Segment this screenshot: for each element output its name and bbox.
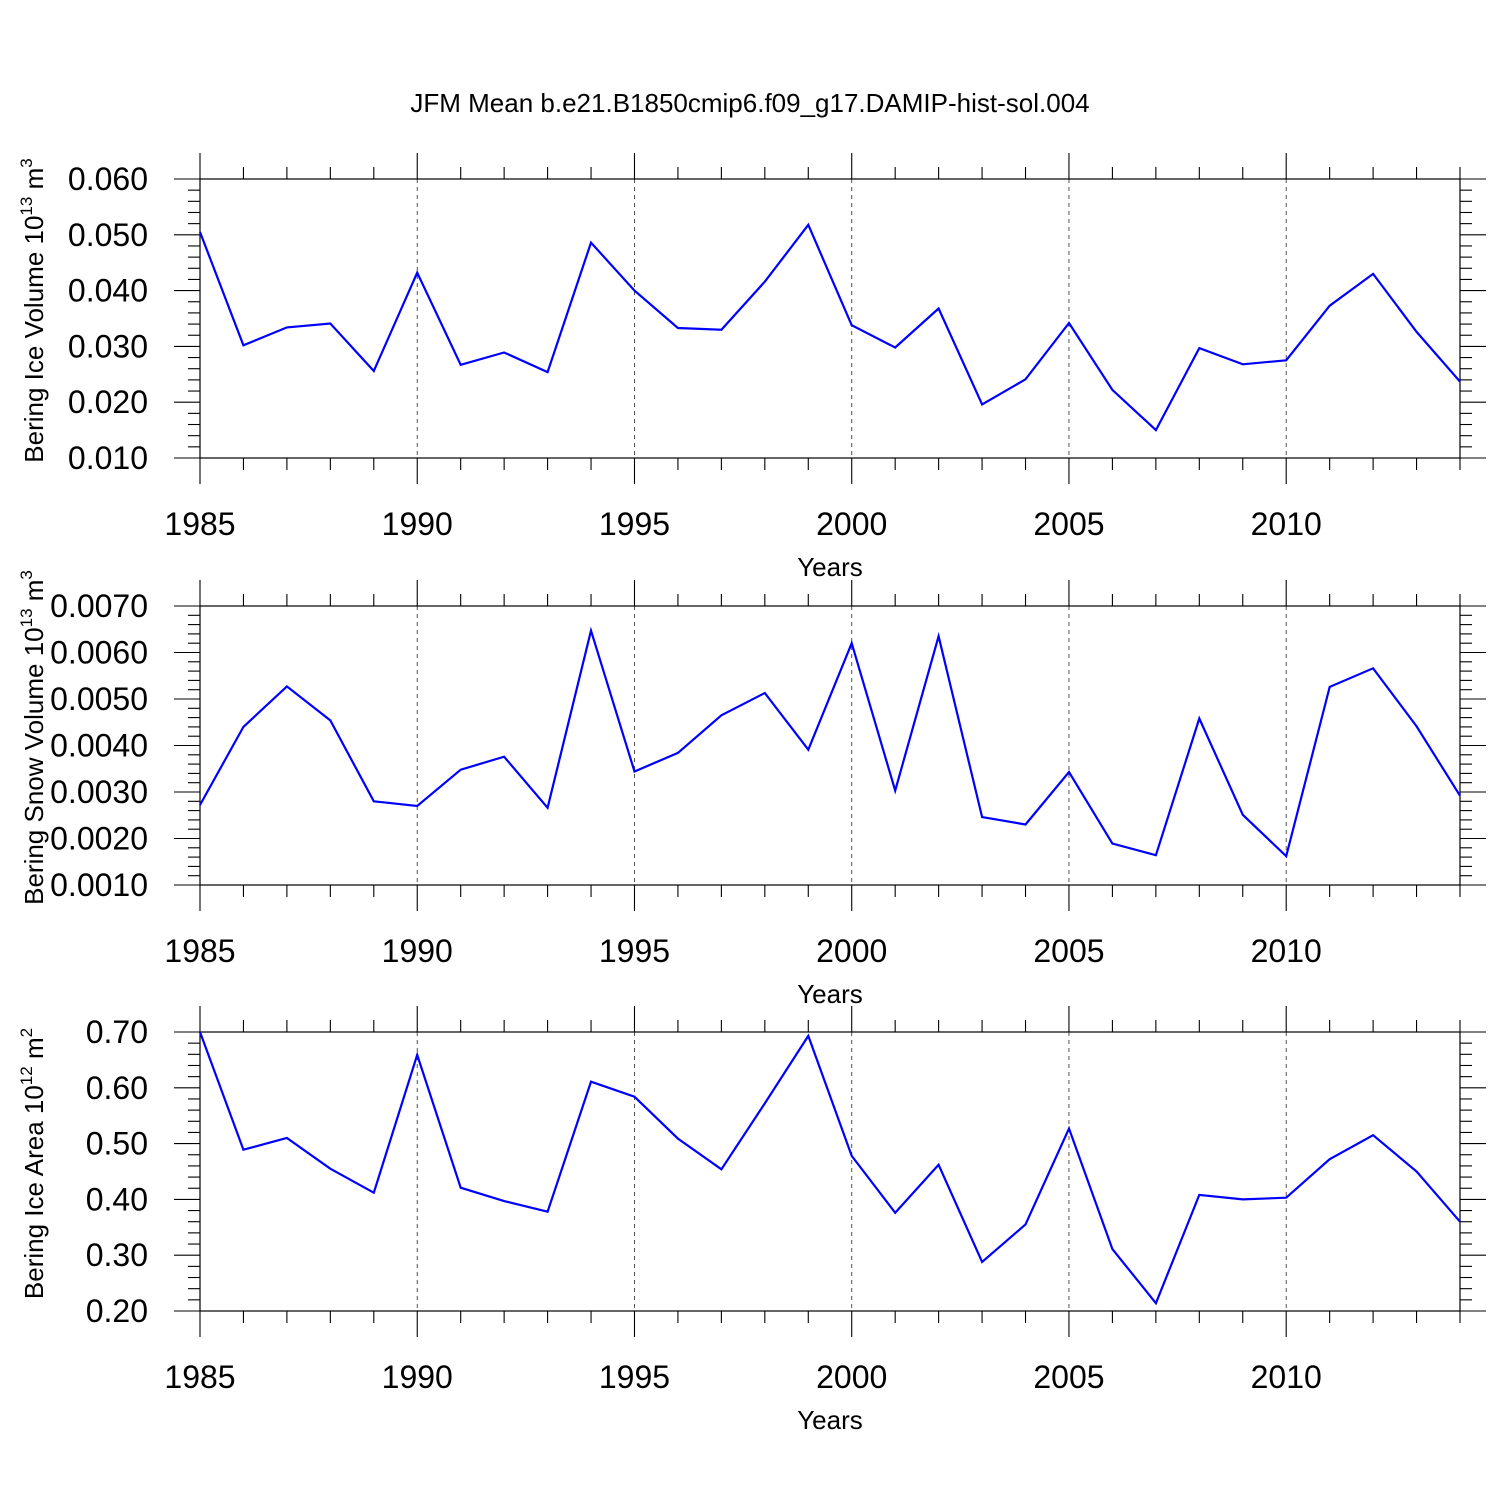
x-tick-label: 1995 — [599, 933, 670, 969]
plot-frame — [199, 1031, 1461, 1312]
x-tick-label: 1985 — [164, 933, 235, 969]
y-axis-label-part: m — [19, 168, 49, 197]
y-axis-label-superscript: 13 — [17, 197, 36, 216]
panels: 0.010 0.020 0.030 0.040 0.050 0.060 1985 1990 19… — [17, 153, 1486, 1435]
data-series-line-1 — [198, 222, 1461, 432]
y-axis-label: Bering Snow Volume 1013 m3 — [17, 570, 49, 905]
y-axis-label-part: Bering Ice Volume 10 — [19, 216, 49, 463]
x-tick-label: 2005 — [1033, 506, 1104, 542]
y-tick-label: 0.010 — [68, 440, 148, 476]
y-axis-label-superscript: 2 — [17, 1028, 36, 1037]
y-tick-label: 0.020 — [68, 384, 148, 420]
y-tick-label: 0.70 — [86, 1014, 148, 1050]
y-tick-label: 0.0020 — [50, 821, 148, 857]
x-tick-label: 1990 — [382, 933, 453, 969]
y-axis-label: Bering Ice Volume 1013 m3 — [17, 158, 49, 462]
y-axis-label-superscript: 13 — [17, 608, 36, 627]
y-tick-label: 0.0030 — [50, 774, 148, 810]
chart-panel-2: 0.0010 0.0020 0.0030 0.0040 0.0050 0.0060 0.00… — [17, 570, 1486, 1009]
y-axis-label-superscript: 12 — [17, 1066, 36, 1085]
y-tick-label: 0.60 — [86, 1070, 148, 1106]
x-tick-label: 1990 — [382, 1359, 453, 1395]
y-tick-label: 0.20 — [86, 1293, 148, 1329]
x-tick-label: 1990 — [382, 506, 453, 542]
x-tick-label: 1995 — [599, 1359, 670, 1395]
y-tick-label: 0.0070 — [50, 588, 148, 624]
y-tick-label: 0.030 — [68, 328, 148, 364]
y-tick-label: 0.040 — [68, 273, 148, 309]
x-tick-label: 2000 — [816, 933, 887, 969]
y-tick-label: 0.30 — [86, 1237, 148, 1273]
chart-panel-3: 0.20 0.30 0.40 0.50 0.60 0.70 1985 1990 1995 2000… — [17, 1006, 1486, 1435]
x-axis-label: Years — [797, 979, 863, 1009]
y-tick-label: 0.050 — [68, 217, 148, 253]
x-tick-label: 2000 — [816, 506, 887, 542]
y-axis-label-part: Bering Snow Volume 10 — [19, 627, 49, 905]
data-series-line-1 — [199, 626, 1461, 859]
y-axis-label-part: Bering Ice Area 10 — [19, 1085, 49, 1299]
y-tick-label: 0.0010 — [50, 867, 148, 903]
y-tick-label: 0.50 — [86, 1126, 148, 1162]
x-tick-label: 2000 — [816, 1359, 887, 1395]
y-tick-label: 0.0050 — [50, 681, 148, 717]
y-tick-label: 0.40 — [86, 1181, 148, 1217]
y-tick-label: 0.0040 — [50, 728, 148, 764]
x-tick-label: 1985 — [164, 1359, 235, 1395]
x-tick-label: 2010 — [1251, 506, 1322, 542]
y-axis-label-part: m — [19, 580, 49, 609]
x-tick-label: 1985 — [164, 506, 235, 542]
y-axis-label-superscript: 3 — [17, 570, 36, 579]
x-axis-label: Years — [797, 552, 863, 582]
chart-panel-1: 0.010 0.020 0.030 0.040 0.050 0.060 1985 1990 19… — [17, 153, 1486, 582]
figure-title: JFM Mean b.e21.B1850cmip6.f09_g17.DAMIP-… — [410, 88, 1089, 118]
data-series-line-1 — [198, 1031, 1461, 1306]
plot-frame — [199, 178, 1461, 459]
y-tick-label: 0.060 — [68, 161, 148, 197]
x-tick-label: 2010 — [1251, 1359, 1322, 1395]
x-axis-label: Years — [797, 1405, 863, 1435]
y-axis-label-superscript: 3 — [17, 158, 36, 167]
y-axis-label-part: m — [19, 1037, 49, 1066]
x-tick-label: 1995 — [599, 506, 670, 542]
x-tick-label: 2010 — [1251, 933, 1322, 969]
y-tick-label: 0.0060 — [50, 635, 148, 671]
y-axis-label: Bering Ice Area 1012 m2 — [17, 1028, 49, 1299]
x-tick-label: 2005 — [1033, 933, 1104, 969]
x-tick-label: 2005 — [1033, 1359, 1104, 1395]
